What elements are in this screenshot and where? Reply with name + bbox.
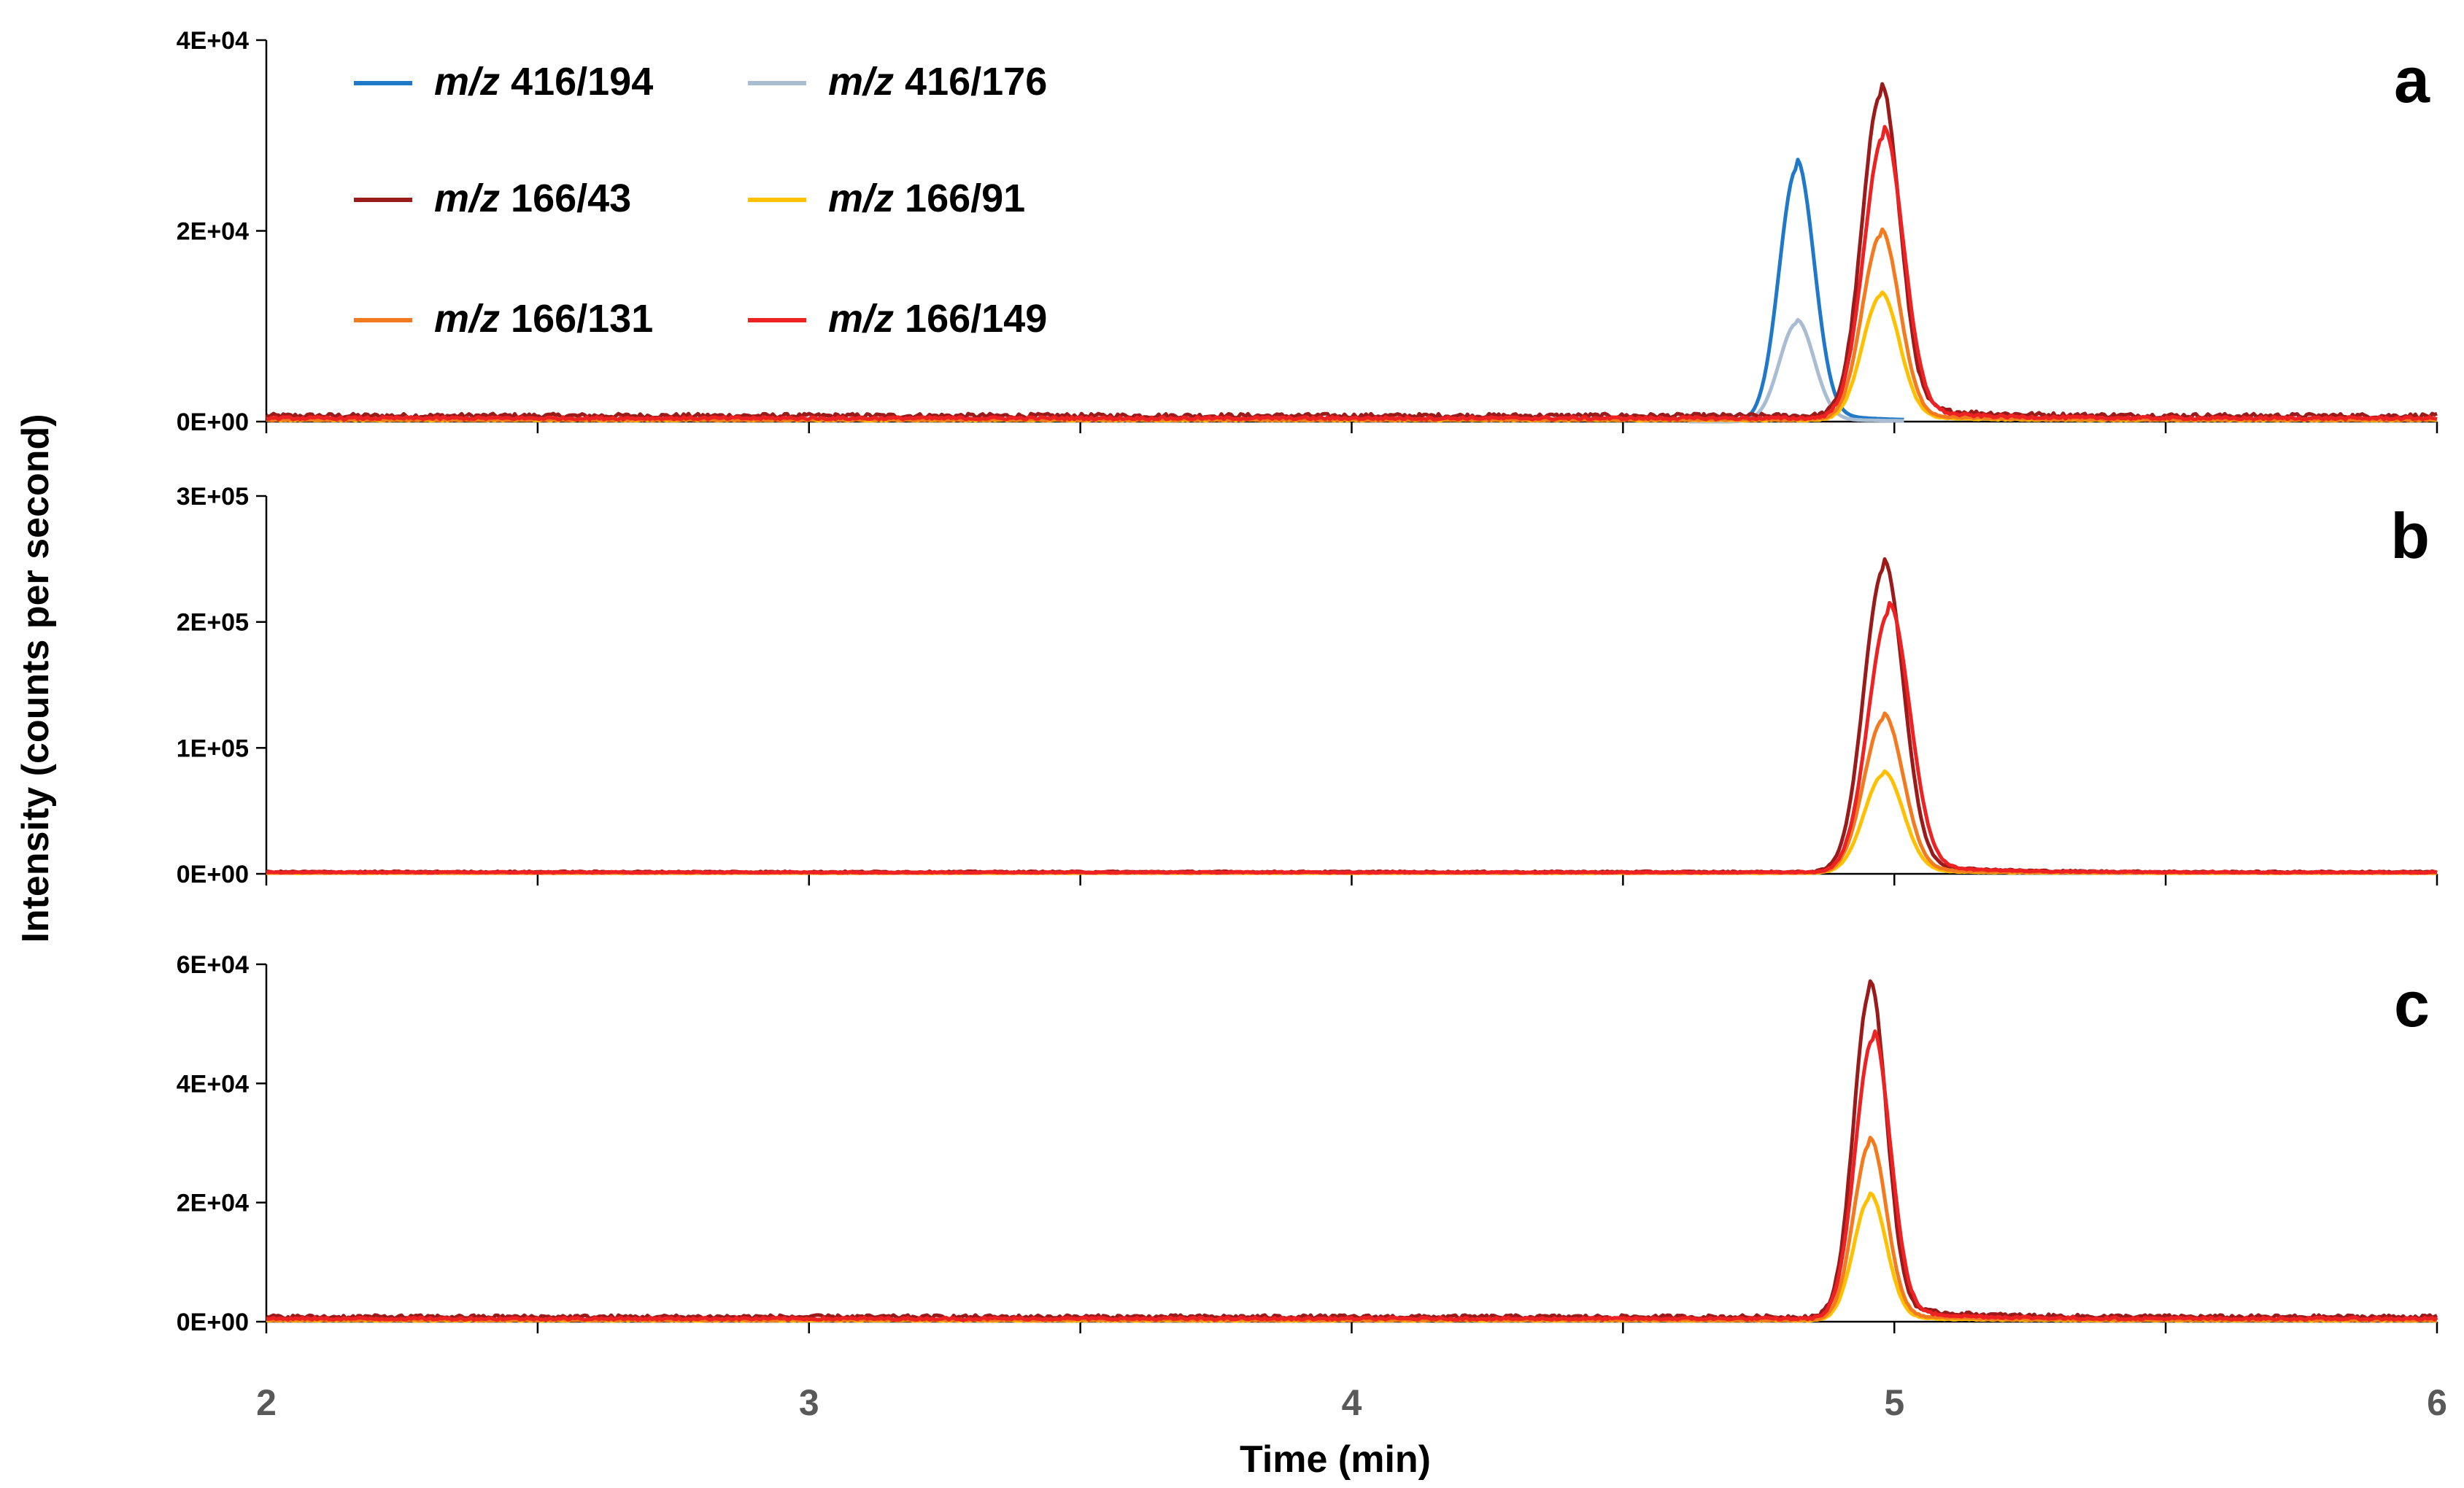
legend-label: m/z 166/43	[434, 177, 631, 220]
legend-transition: 166/149	[905, 297, 1047, 341]
x-tick-labels: 2 3 4 5 6	[256, 1382, 2447, 1423]
x-tick-label: 3	[799, 1382, 819, 1423]
legend-prefix: m/z	[434, 177, 511, 220]
y-tick-label: 4E+04	[177, 27, 249, 55]
y-tick-label: 4E+04	[177, 1070, 249, 1098]
series-line	[265, 82, 2438, 420]
series-line	[266, 557, 2438, 875]
series-line	[266, 1029, 2438, 1322]
y-tick-label: 2E+05	[177, 609, 249, 637]
panel-label: a	[2394, 44, 2430, 116]
y-tick-label: 2E+04	[177, 1190, 249, 1217]
legend-entry: m/z 416/194	[354, 60, 653, 104]
legend-entry: m/z 166/43	[354, 177, 631, 220]
legend-entry: m/z 166/149	[748, 297, 1047, 341]
legend-prefix: m/z	[828, 297, 905, 341]
legend-prefix: m/z	[434, 297, 511, 341]
legend-label: m/z 416/194	[434, 60, 653, 104]
legend-entry: m/z 416/176	[748, 60, 1047, 104]
series-line	[266, 1136, 2438, 1322]
y-tick-label: 0E+00	[177, 1309, 249, 1336]
legend-transition: 166/43	[511, 177, 631, 220]
legend-transition: 166/91	[905, 177, 1025, 220]
panel-a: 0E+00 2E+04 4E+04 a	[177, 27, 2438, 436]
series-line	[266, 711, 2438, 875]
y-tick-label: 1E+05	[177, 735, 249, 762]
legend-entry: m/z 166/131	[354, 297, 653, 341]
series-line	[266, 979, 2438, 1321]
legend-transition: 416/194	[511, 60, 653, 104]
legend-prefix: m/z	[828, 177, 905, 220]
panel-b: 0E+00 1E+05 2E+05 3E+05 b	[177, 483, 2438, 888]
legend-label: m/z 166/131	[434, 297, 653, 341]
legend-label: m/z 166/91	[828, 177, 1025, 220]
panel-c: 0E+00 2E+04 4E+04 6E+04 c	[177, 951, 2438, 1336]
series-line	[266, 769, 2438, 875]
series-line	[1689, 158, 1904, 424]
y-axis-title: Intensity (counts per second)	[15, 414, 57, 942]
series-line	[1689, 317, 1904, 424]
x-tick-label: 6	[2427, 1382, 2447, 1423]
legend-entry: m/z 166/91	[748, 177, 1025, 220]
legend-label: m/z 416/176	[828, 60, 1047, 104]
panels-group: 0E+002E+044E+04a0E+001E+052E+053E+05b0E+…	[177, 27, 2447, 1423]
y-tick-label: 0E+00	[177, 861, 249, 888]
x-axis-title: Time (min)	[1240, 1438, 1431, 1481]
x-tick-label: 5	[1884, 1382, 1904, 1423]
y-tick-label: 0E+00	[177, 408, 249, 436]
x-tick-label: 4	[1342, 1382, 1362, 1423]
legend-prefix: m/z	[828, 60, 905, 104]
series-line	[266, 1191, 2438, 1323]
y-tick-label: 6E+04	[177, 951, 249, 979]
legend-label: m/z 166/149	[828, 297, 1047, 341]
x-tick-label: 2	[256, 1382, 277, 1423]
y-tick-label: 3E+05	[177, 483, 249, 511]
legend-transition: 416/176	[905, 60, 1047, 104]
legend-transition: 166/131	[511, 297, 653, 341]
panel-label: b	[2390, 500, 2430, 572]
panel-label: c	[2394, 968, 2430, 1040]
series-line	[266, 600, 2438, 875]
y-tick-label: 2E+04	[177, 218, 249, 246]
legend-prefix: m/z	[434, 60, 511, 104]
series-line	[266, 125, 2438, 422]
